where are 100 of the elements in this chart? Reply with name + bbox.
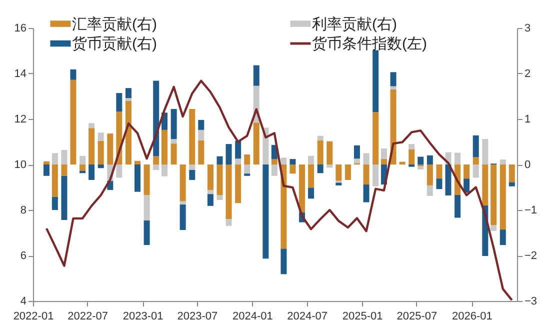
y2-tick-label: −2 — [524, 250, 538, 262]
bar — [134, 160, 140, 164]
bar — [454, 194, 461, 218]
bar — [180, 204, 186, 230]
bar — [253, 65, 260, 86]
bar — [372, 112, 379, 164]
bar — [290, 159, 296, 164]
bar — [144, 164, 150, 195]
bar — [189, 170, 196, 180]
line-series — [45, 80, 513, 302]
bar — [426, 155, 433, 164]
y-tick-label: 14 — [14, 68, 26, 80]
bar — [107, 134, 114, 164]
bar — [52, 153, 58, 164]
bar — [98, 132, 104, 141]
bar — [380, 148, 387, 160]
bar — [280, 248, 287, 274]
y2-tick-label: −3 — [524, 296, 538, 308]
bar — [170, 108, 177, 140]
bar — [70, 80, 76, 164]
x-tick-label: 2025-07 — [396, 310, 438, 322]
bar — [207, 190, 214, 194]
bar — [436, 164, 442, 179]
bar — [445, 164, 452, 196]
bar — [290, 164, 296, 174]
bar — [216, 194, 223, 200]
y-tick-label: 6 — [20, 250, 26, 262]
bar — [253, 122, 260, 164]
legend-label: 利率贡献(右) — [312, 16, 397, 33]
bar — [464, 178, 470, 193]
bar — [271, 159, 278, 164]
bar — [472, 157, 479, 164]
legend-label: 货币条件指数(左) — [312, 36, 427, 52]
bar — [482, 164, 488, 206]
bar — [482, 139, 488, 164]
y2-tick-label: 0 — [524, 159, 531, 171]
bar — [61, 164, 68, 176]
bar — [44, 164, 50, 176]
y2-tick-label: 2 — [524, 68, 531, 80]
bar — [170, 139, 177, 144]
bar — [207, 164, 214, 190]
y-tick-label: 10 — [14, 159, 26, 171]
bar — [116, 164, 122, 178]
bar — [326, 141, 333, 164]
bar — [244, 154, 250, 164]
bar — [418, 156, 424, 164]
bar — [80, 156, 86, 164]
bar — [336, 182, 342, 186]
y-tick-label: 8 — [20, 204, 26, 216]
bar — [418, 166, 424, 170]
bar — [61, 176, 68, 220]
bar — [216, 164, 223, 195]
bar — [426, 185, 433, 196]
bar — [363, 153, 370, 164]
bar — [372, 164, 379, 186]
bar — [408, 149, 415, 164]
x-tick-label: 2026-01 — [452, 310, 492, 322]
bar — [354, 158, 360, 164]
bar — [336, 164, 342, 181]
bar — [500, 159, 506, 164]
bar — [354, 145, 360, 159]
legend-label: 汇率贡献(右) — [72, 16, 157, 33]
y2-tick-label: 1 — [524, 114, 531, 126]
bar — [426, 164, 433, 186]
bar — [226, 219, 232, 226]
y2-tick-label: −1 — [524, 204, 538, 216]
x-tick-label: 2024-01 — [232, 310, 273, 322]
bar — [70, 69, 76, 80]
bar — [198, 130, 204, 140]
x-tick-label: 2023-07 — [177, 310, 218, 322]
bar — [80, 164, 86, 171]
bar — [235, 164, 242, 204]
bar — [180, 164, 186, 202]
bar — [372, 50, 379, 112]
bar — [88, 128, 95, 164]
bar — [98, 164, 104, 168]
y-tick-label: 4 — [20, 296, 26, 308]
bar — [363, 164, 370, 185]
bar — [308, 156, 314, 164]
bar — [308, 164, 314, 188]
bar — [280, 164, 287, 249]
bar — [490, 164, 497, 226]
bar — [52, 196, 58, 210]
y-tick-label: 16 — [14, 22, 26, 34]
bar — [125, 88, 132, 98]
bar — [317, 140, 324, 164]
bar — [61, 150, 68, 164]
bar — [162, 130, 168, 164]
bar — [454, 152, 461, 164]
bar — [317, 136, 324, 140]
bar — [436, 178, 442, 190]
bar — [500, 164, 506, 230]
bar — [52, 164, 58, 197]
bar — [189, 164, 196, 170]
bar — [144, 220, 150, 246]
bar — [408, 144, 415, 150]
bar — [380, 159, 387, 164]
bar — [235, 140, 242, 159]
bar — [144, 194, 150, 220]
x-tick-label: 2022-07 — [68, 310, 108, 322]
